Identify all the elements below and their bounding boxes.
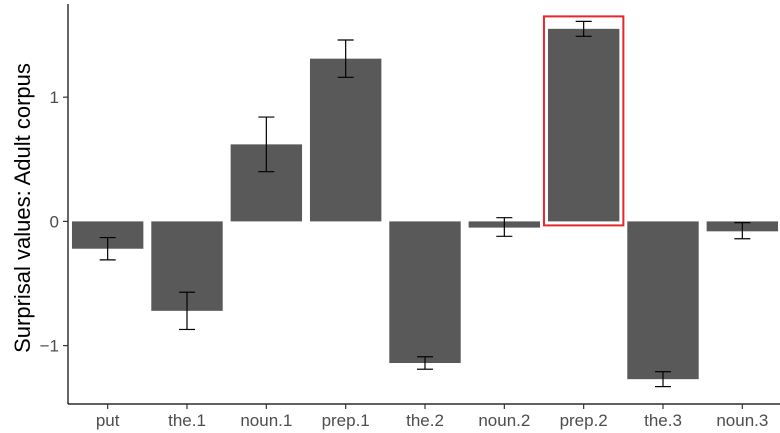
x-tick-label-the.2: the.2 <box>406 411 444 430</box>
error-bar-put <box>99 236 116 261</box>
x-tick-label-the.3: the.3 <box>644 411 682 430</box>
error-bar-noun.1 <box>258 116 275 173</box>
bar-prep.2 <box>547 28 620 222</box>
error-bar-noun.3 <box>734 222 751 240</box>
bar-the.2 <box>389 221 461 364</box>
bar-the.3 <box>627 221 699 380</box>
x-tick-label-prep.1: prep.1 <box>322 411 370 430</box>
error-bar-noun.2 <box>496 217 513 237</box>
bars <box>71 28 779 380</box>
error-bar-the.1 <box>179 291 195 331</box>
y-axis-title: Surprisal values: Adult corpus <box>10 63 35 353</box>
x-ticks: put the.1 noun.1 prep.1 the.2 noun.2 prep.2 the… <box>96 404 768 430</box>
error-bar-the.2 <box>417 356 433 370</box>
error-bar-the.3 <box>655 371 671 388</box>
highlight-box <box>542 15 625 227</box>
x-tick-label-noun.1: noun.1 <box>240 411 292 430</box>
y-tick-label: 1 <box>50 88 59 107</box>
x-tick-label-prep.2: prep.2 <box>560 411 608 430</box>
error-bar-prep.1 <box>337 39 354 78</box>
error-bar-prep.2 <box>575 20 592 37</box>
bar-prep.1 <box>309 58 382 222</box>
x-tick-label-noun.2: noun.2 <box>478 411 530 430</box>
y-tick-label: 0 <box>50 212 59 231</box>
highlight-layer <box>542 15 625 227</box>
y-ticks: −1 0 1 <box>40 88 68 356</box>
y-tick-label: −1 <box>40 337 59 356</box>
x-tick-label-noun.3: noun.3 <box>716 411 768 430</box>
error-bars <box>99 20 751 388</box>
x-tick-label-put: put <box>96 411 120 430</box>
x-tick-label-the.1: the.1 <box>168 411 206 430</box>
